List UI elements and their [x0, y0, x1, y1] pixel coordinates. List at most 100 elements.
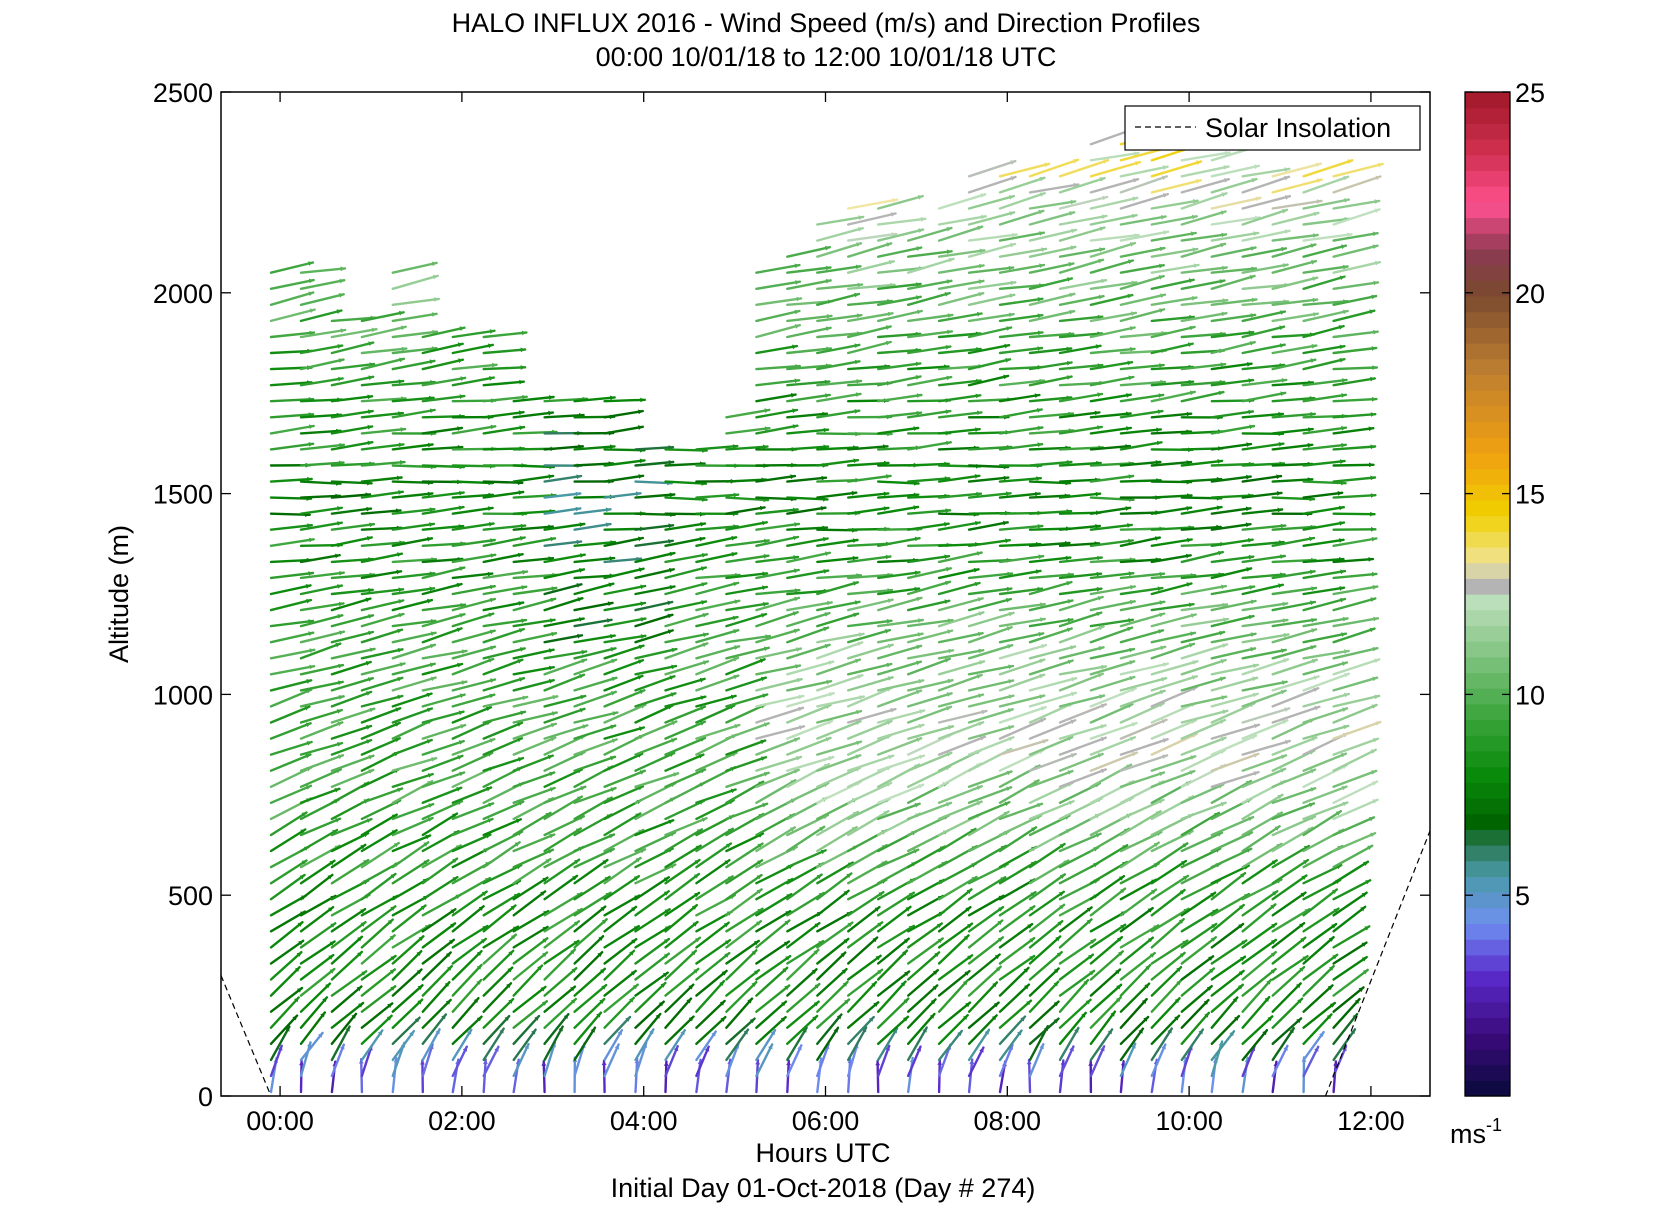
colorbar-segment — [1465, 672, 1510, 688]
x-tick-label: 06:00 — [792, 1106, 860, 1136]
wind-arrow — [636, 675, 675, 690]
wind-arrow — [605, 425, 643, 433]
wind-arrow — [362, 906, 395, 931]
colorbar-segment — [1465, 923, 1510, 939]
wind-barbs — [271, 127, 1383, 1092]
wind-arrow — [332, 952, 362, 980]
x-tick-label: 00:00 — [246, 1106, 314, 1136]
wind-arrow — [605, 474, 644, 482]
wind-arrow — [301, 1033, 323, 1060]
colorbar-segment — [1465, 139, 1510, 155]
wind-arrow — [271, 706, 309, 722]
wind-arrow — [1212, 873, 1245, 899]
wind-arrow — [1304, 890, 1337, 916]
legend-box: Solar Insolation — [1125, 106, 1420, 150]
colorbar-segment — [1465, 798, 1510, 814]
wind-arrow — [939, 1031, 962, 1060]
wind-arrow — [453, 753, 492, 771]
wind-arrow — [878, 1029, 897, 1060]
wind-arrow — [1334, 659, 1380, 675]
wind-arrow — [514, 1001, 547, 1027]
wind-arrow — [969, 907, 1003, 931]
wind-arrow — [1334, 999, 1360, 1028]
wind-arrow — [1000, 827, 1036, 851]
wind-arrow — [575, 860, 608, 883]
colorbar-segment — [1465, 484, 1510, 500]
wind-arrow — [1121, 925, 1158, 947]
wind-arrow — [393, 985, 423, 1011]
wind-arrow — [908, 985, 937, 1011]
wind-arrow — [1152, 967, 1181, 995]
wind-arrow — [1182, 151, 1230, 160]
wind-arrow — [787, 1016, 817, 1044]
wind-arrow — [271, 689, 311, 706]
wind-arrow — [1212, 425, 1254, 434]
wind-arrow — [1152, 919, 1184, 947]
wind-arrow — [756, 1017, 785, 1044]
wind-arrow — [1091, 151, 1139, 160]
wind-arrow — [362, 722, 400, 738]
wind-arrow — [1304, 358, 1345, 369]
wind-arrow — [817, 982, 847, 1012]
colorbar-segment — [1465, 892, 1510, 908]
wind-arrow — [453, 721, 491, 739]
colorbar-segment — [1465, 845, 1510, 861]
wind-arrow — [484, 380, 524, 386]
wind-arrow — [817, 874, 851, 900]
wind-arrow — [1304, 521, 1344, 530]
colorbar-segment — [1465, 249, 1510, 265]
wind-arrow — [817, 912, 851, 931]
wind-arrow — [756, 1002, 786, 1028]
colorbar-segment — [1465, 233, 1510, 249]
wind-arrow — [1060, 907, 1092, 931]
wind-arrow — [817, 293, 859, 305]
colorbar-segment — [1465, 751, 1510, 767]
colorbar-unit-exponent: -1 — [1486, 1115, 1502, 1135]
wind-arrow — [969, 967, 1001, 996]
x-tick-label: 04:00 — [610, 1106, 678, 1136]
colorbar-segment — [1465, 578, 1510, 594]
wind-arrow — [878, 537, 919, 546]
wind-arrow — [575, 849, 614, 868]
wind-arrow — [636, 983, 666, 1012]
wind-arrow — [1334, 365, 1377, 370]
wind-arrow — [393, 906, 426, 932]
wind-arrow — [1121, 965, 1150, 995]
wind-arrow — [271, 912, 305, 932]
wind-arrow — [514, 927, 548, 948]
wind-arrow — [848, 938, 877, 964]
wind-arrow — [1091, 937, 1122, 963]
wind-arrow — [484, 842, 520, 867]
x-tick-label: 12:00 — [1337, 1106, 1405, 1136]
wind-arrow — [1334, 721, 1381, 738]
wind-arrow — [787, 627, 828, 642]
plot-frame — [221, 92, 1430, 1096]
wind-arrow — [666, 969, 699, 996]
wind-arrow — [514, 1030, 536, 1060]
wind-arrow — [575, 919, 607, 947]
wind-arrow — [484, 865, 522, 883]
colorbar-segment — [1465, 265, 1510, 281]
wind-arrow — [696, 953, 729, 979]
wind-arrow — [605, 675, 643, 690]
wind-arrow — [301, 969, 334, 996]
wind-arrow — [545, 568, 584, 578]
wind-arrow — [848, 474, 890, 482]
colorbar-segment — [1465, 516, 1510, 532]
colorbar-segment — [1465, 704, 1510, 720]
wind-arrow — [1030, 581, 1071, 594]
colorbar-segment — [1465, 939, 1510, 955]
wind-arrow — [362, 629, 402, 643]
colorbar-segment — [1465, 1049, 1510, 1065]
wind-arrow — [453, 951, 482, 979]
colorbar-segment — [1465, 218, 1510, 234]
wind-arrow — [575, 1043, 586, 1076]
colorbar-segment — [1465, 688, 1510, 704]
wind-arrow — [1334, 412, 1376, 417]
wind-arrow — [1030, 937, 1060, 964]
y-tick-label: 1000 — [153, 680, 213, 710]
wind-arrow — [393, 1031, 414, 1060]
colorbar-segment — [1465, 720, 1510, 736]
wind-arrow — [1212, 971, 1244, 996]
